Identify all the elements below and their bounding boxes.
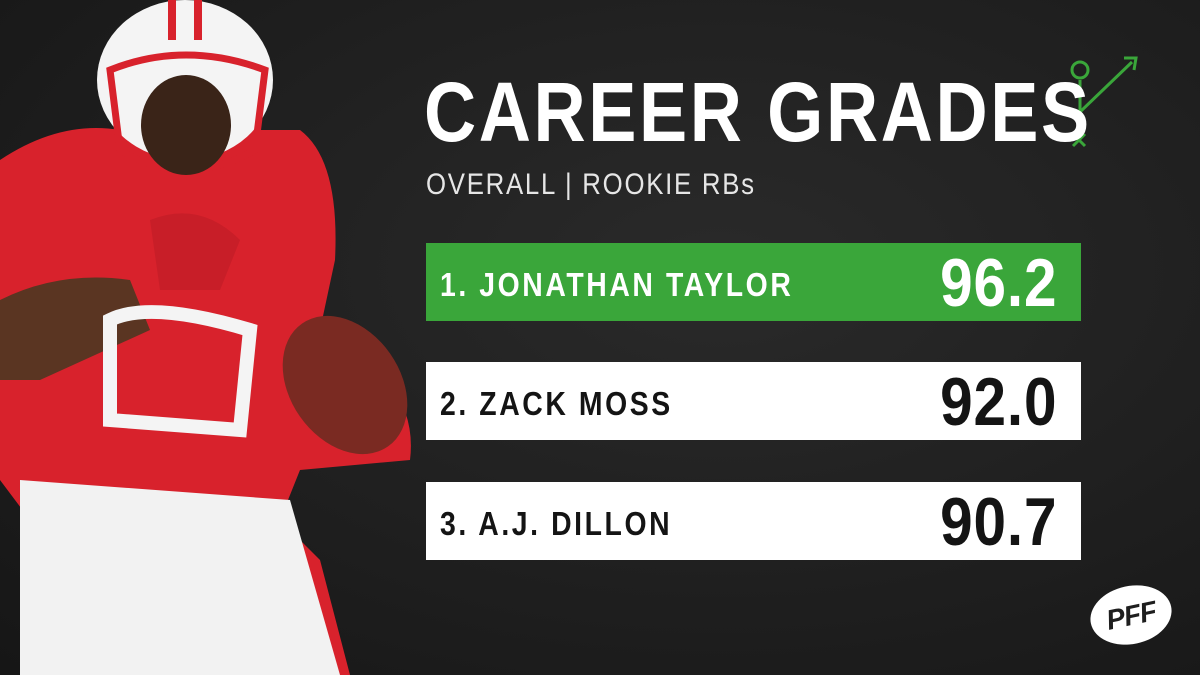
logo-text: PFF (1103, 595, 1159, 636)
grade-row: 3. A.J. DILLON 90.7 (426, 482, 1081, 560)
player-name: 3. A.J. DILLON (440, 505, 673, 542)
title: CAREER GRADES (424, 65, 1092, 159)
grade: 92.0 (939, 364, 1057, 440)
logo: PFF (1084, 578, 1178, 652)
grade: 96.2 (939, 245, 1057, 321)
player-name: 1. JONATHAN TAYLOR (440, 266, 794, 303)
grade-row: 1. JONATHAN TAYLOR 96.2 (426, 243, 1081, 321)
grade: 90.7 (939, 484, 1057, 560)
play-icon (1070, 56, 1138, 148)
player-photo (0, 0, 411, 675)
grade-row: 2. ZACK MOSS 92.0 (426, 362, 1081, 440)
player-name: 2. ZACK MOSS (440, 385, 673, 422)
subtitle: OVERALL | ROOKIE RBs (426, 168, 756, 201)
